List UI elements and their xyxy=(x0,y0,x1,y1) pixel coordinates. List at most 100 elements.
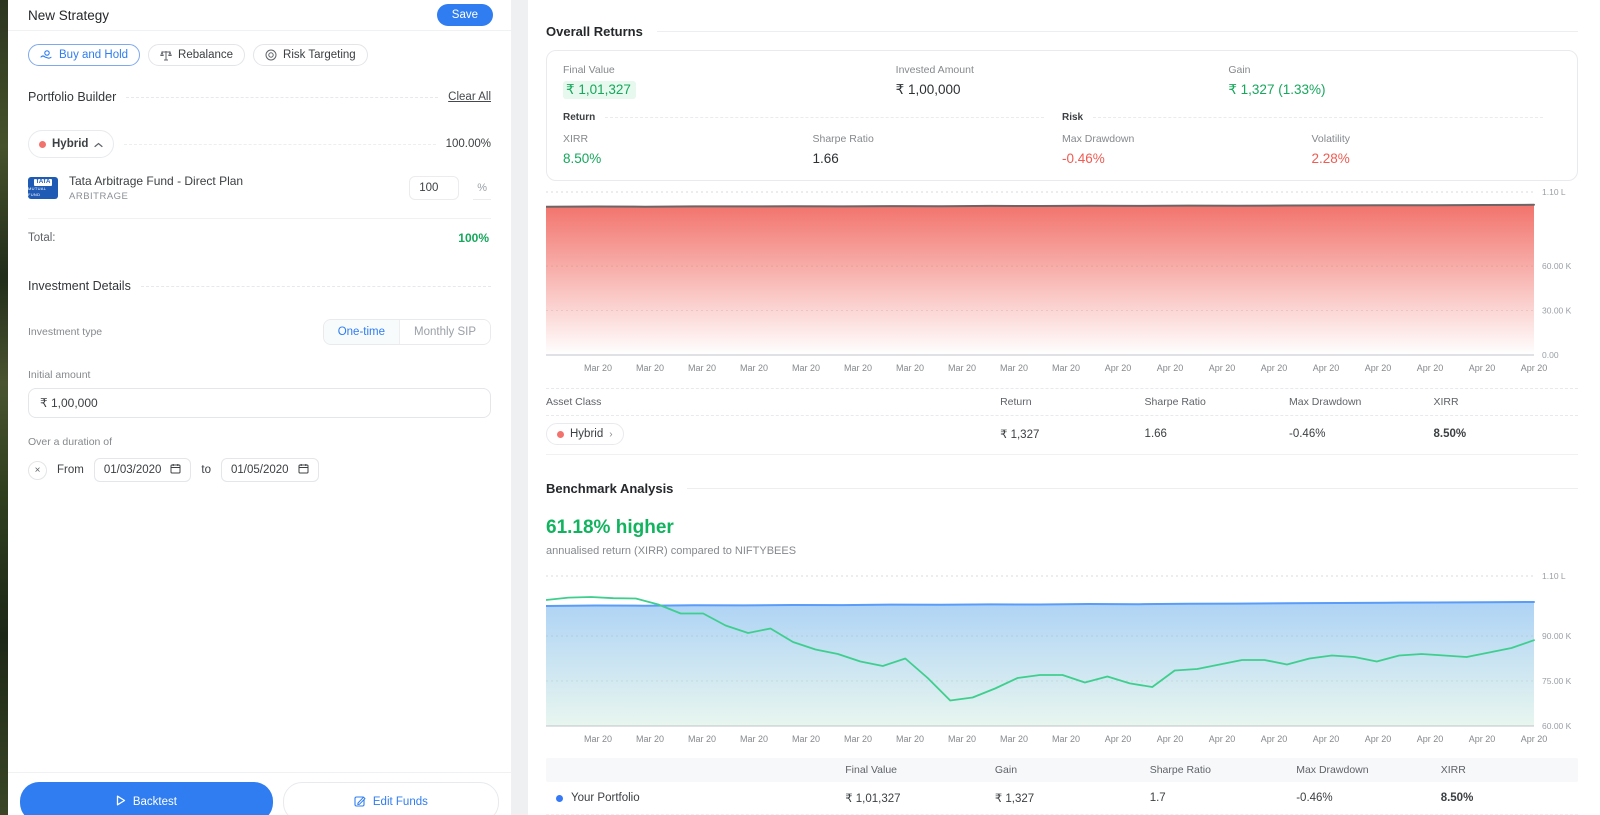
group-label: Return xyxy=(563,112,596,123)
initial-amount-input[interactable]: ₹ 1,00,000 xyxy=(28,388,491,418)
cell-final-value: ₹ 1,01,327 xyxy=(845,793,901,805)
asset-hybrid-pill[interactable]: Hybrid › xyxy=(546,423,624,445)
col-header: Max Drawdown xyxy=(1296,764,1369,776)
background-photo-strip xyxy=(0,0,8,815)
asset-class-table: Asset Class Return Sharpe Ratio Max Draw… xyxy=(546,388,1578,455)
chevron-right-icon: › xyxy=(609,428,613,440)
divider xyxy=(140,285,491,287)
overall-returns-card: Final Value ₹ 1,01,327 Invested Amount ₹… xyxy=(546,50,1578,181)
from-date-input[interactable]: 01/03/2020 xyxy=(93,458,192,482)
col-header: Sharpe Ratio xyxy=(1149,764,1211,776)
initial-amount-label: Initial amount xyxy=(28,369,91,381)
section-title: Investment Details xyxy=(28,279,131,293)
backtest-button[interactable]: Backtest xyxy=(20,782,273,815)
allocation-input[interactable]: 100 xyxy=(409,176,460,200)
svg-text:75.00 K: 75.00 K xyxy=(1542,676,1572,686)
to-date-value: 01/05/2020 xyxy=(231,464,289,476)
svg-text:Mar 20: Mar 20 xyxy=(584,363,612,373)
hand-coin-icon xyxy=(40,49,53,61)
asset-group-row: Hybrid 100.00% xyxy=(28,130,491,158)
svg-text:Mar 20: Mar 20 xyxy=(896,734,924,744)
svg-text:Apr 20: Apr 20 xyxy=(1313,734,1340,744)
svg-text:Mar 20: Mar 20 xyxy=(740,734,768,744)
svg-text:Apr 20: Apr 20 xyxy=(1365,363,1392,373)
col-header: Return xyxy=(1000,396,1032,408)
save-button[interactable]: Save xyxy=(436,4,493,26)
svg-text:Apr 20: Apr 20 xyxy=(1105,734,1132,744)
allocation-unit: % xyxy=(473,177,491,200)
cell-xirr: 8.50% xyxy=(1433,428,1467,440)
benchmark-analysis-header: Benchmark Analysis xyxy=(546,481,1578,496)
cell-xirr: 8.50% xyxy=(1440,792,1474,804)
benchmark-highlight: 61.18% higher xyxy=(546,517,674,538)
option-monthly-sip[interactable]: Monthly SIP xyxy=(399,320,490,344)
svg-text:Apr 20: Apr 20 xyxy=(1417,734,1444,744)
to-label: to xyxy=(201,464,211,476)
cell-max-drawdown: -0.46% xyxy=(1289,428,1326,440)
svg-text:Apr 20: Apr 20 xyxy=(1313,363,1340,373)
svg-text:Mar 20: Mar 20 xyxy=(636,363,664,373)
cell-sharpe: 1.66 xyxy=(1144,428,1167,440)
svg-text:1.10 L: 1.10 L xyxy=(1542,571,1566,581)
duration-label: Over a duration of xyxy=(28,436,113,448)
svg-text:Mar 20: Mar 20 xyxy=(1000,734,1028,744)
from-date-value: 01/03/2020 xyxy=(103,464,162,476)
benchmark-line-chart[interactable]: 1.10 L 90.00 K 75.00 K 60.00 K Mar 20 Mar 20 M… xyxy=(545,571,1578,754)
play-icon xyxy=(116,795,126,809)
calendar-icon xyxy=(170,463,181,477)
asset-table-header: Asset Class Return Sharpe Ratio Max Draw… xyxy=(546,388,1578,416)
svg-text:Apr 20: Apr 20 xyxy=(1469,363,1496,373)
portfolio-dot-icon xyxy=(556,794,563,802)
svg-text:0.00: 0.00 xyxy=(1542,350,1559,360)
allocation-control: 100 % xyxy=(409,176,491,200)
svg-text:Mar 20: Mar 20 xyxy=(844,734,872,744)
investment-type-toggle: One-time Monthly SIP xyxy=(322,319,491,345)
fund-row: TATA MUTUAL FUND Tata Arbitrage Fund - D… xyxy=(28,174,491,219)
tab-buy-and-hold[interactable]: Buy and Hold xyxy=(28,44,141,66)
investment-details-header: Investment Details xyxy=(28,279,491,293)
col-header: XIRR xyxy=(1433,396,1459,408)
group-name: Hybrid xyxy=(52,138,89,150)
svg-text:Mar 20: Mar 20 xyxy=(792,363,820,373)
portfolio-area-chart[interactable]: 1.10 L 60.00 K 30.00 K 0.00 Mar 20 Mar 20 Mar … xyxy=(545,187,1578,384)
strategy-builder-panel: New Strategy Save Buy and Hold Rebalance xyxy=(8,0,511,815)
stat-label: Invested Amount xyxy=(895,64,974,76)
to-date-input[interactable]: 01/05/2020 xyxy=(221,458,319,482)
svg-text:Apr 20: Apr 20 xyxy=(1417,363,1444,373)
asset-name: Hybrid xyxy=(570,428,604,440)
tab-risk-targeting[interactable]: Risk Targeting xyxy=(253,44,368,66)
fund-meta: Tata Arbitrage Fund - Direct Plan ARBITR… xyxy=(69,174,409,202)
panel-footer: Backtest Edit Funds xyxy=(8,772,511,815)
series-name: Your Portfolio xyxy=(571,792,640,804)
total-label: Total: xyxy=(28,232,56,244)
asset-group-hybrid-pill[interactable]: Hybrid xyxy=(28,130,115,158)
tab-label: Risk Targeting xyxy=(283,49,356,61)
risk-group-header: Risk xyxy=(1062,112,1561,123)
col-header: XIRR xyxy=(1440,764,1466,776)
svg-text:Apr 20: Apr 20 xyxy=(1209,363,1236,373)
remove-duration-button[interactable]: × xyxy=(28,460,47,480)
tab-label: Buy and Hold xyxy=(59,49,129,61)
invested-amount-stat: Invested Amount ₹ 1,00,000 xyxy=(896,64,1229,98)
divider xyxy=(605,117,1044,118)
stat-label: Final Value xyxy=(563,64,615,76)
svg-text:30.00 K: 30.00 K xyxy=(1542,306,1572,316)
xirr-stat: XIRR 8.50% xyxy=(563,133,813,166)
volatility-value: 2.28% xyxy=(1311,151,1350,166)
page-title: New Strategy xyxy=(28,7,110,23)
svg-text:Apr 20: Apr 20 xyxy=(1521,734,1548,744)
svg-text:Apr 20: Apr 20 xyxy=(1261,363,1288,373)
tab-rebalance[interactable]: Rebalance xyxy=(148,44,246,66)
svg-text:Mar 20: Mar 20 xyxy=(844,363,872,373)
gain-value: ₹ 1,327 (1.33%) xyxy=(1228,82,1326,97)
section-title: Overall Returns xyxy=(546,24,643,39)
clear-all-link[interactable]: Clear All xyxy=(448,91,491,103)
xirr-value: 8.50% xyxy=(563,151,602,166)
investment-type-label: Investment type xyxy=(28,326,103,338)
close-icon: × xyxy=(34,464,41,476)
total-row: Total: 100% xyxy=(28,219,491,257)
edit-funds-button[interactable]: Edit Funds xyxy=(282,782,499,815)
table-row: Hybrid › ₹ 1,327 1.66 -0.46% 8.50% xyxy=(546,416,1578,455)
stat-label: Max Drawdown xyxy=(1062,133,1135,145)
option-one-time[interactable]: One-time xyxy=(323,320,399,344)
